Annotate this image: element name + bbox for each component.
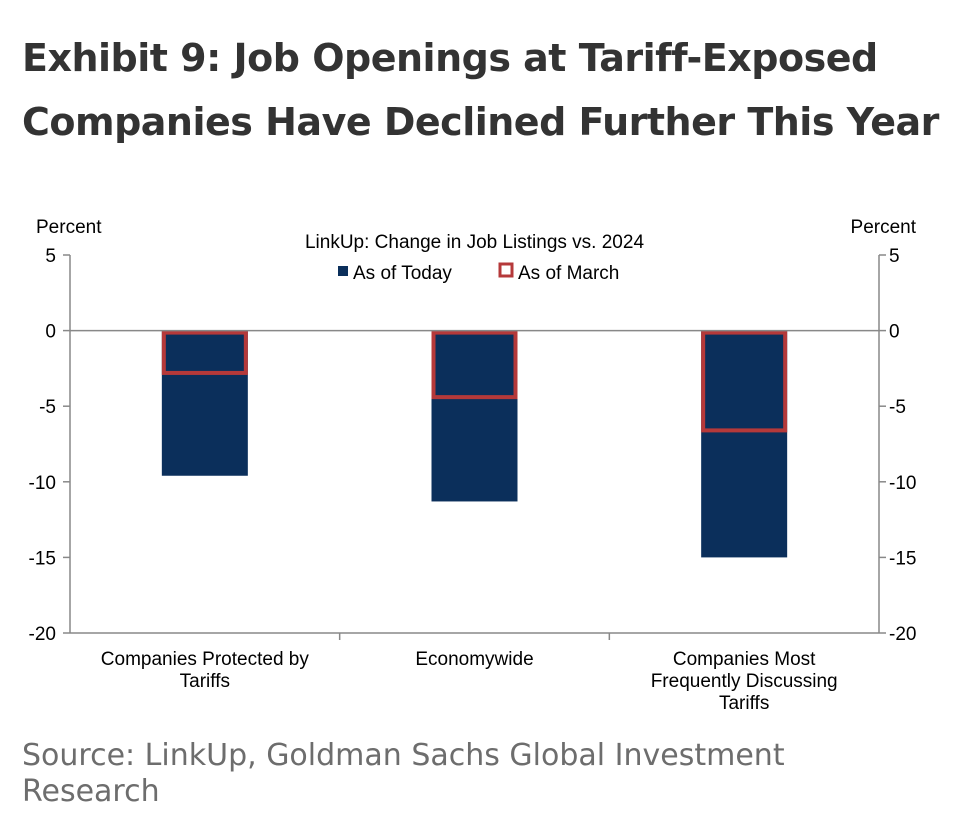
x-tick-label-line: Economywide <box>415 649 533 670</box>
legend-label-as-of-march: As of March <box>518 263 619 284</box>
y-tick-label-left: -10 <box>29 473 56 494</box>
x-tick-label: Economywide <box>415 649 533 670</box>
y-tick-label-left: -20 <box>29 624 56 645</box>
y-tick-label-right: -20 <box>889 624 916 645</box>
bar-as-of-march <box>701 330 788 433</box>
y-tick-label-right: -5 <box>889 397 906 418</box>
y-tick-label-right: 0 <box>889 322 900 343</box>
bar-as-of-today <box>431 330 518 502</box>
y-axis-label-right: Percent <box>851 217 917 238</box>
x-tick-label-line: Companies Most <box>673 649 816 670</box>
y-tick-label-left: -15 <box>29 548 56 569</box>
x-tick-label-line: Tariffs <box>180 671 230 692</box>
bar-as-of-today <box>161 330 248 476</box>
y-tick-label-left: -5 <box>39 397 56 418</box>
x-tick-label-line: Frequently Discussing <box>651 671 838 692</box>
headline-line-1: Exhibit 9: Job Openings at Tariff-Expose… <box>22 36 878 80</box>
x-tick-label-line: Companies Protected by <box>101 649 310 670</box>
headline-line-2: Companies Have Declined Further This Yea… <box>22 100 939 144</box>
y-tick-label-right: 5 <box>889 246 900 267</box>
y-tick-label-right: -15 <box>889 548 916 569</box>
legend-swatch-as-of-today <box>338 266 348 276</box>
y-tick-label-left: 5 <box>45 246 56 267</box>
bar-chart: LinkUp: Change in Job Listings vs. 2024 P… <box>29 217 917 714</box>
chart-title: LinkUp: Change in Job Listings vs. 2024 <box>305 232 644 253</box>
legend-label-as-of-today: As of Today <box>353 263 452 284</box>
bar-as-of-march <box>161 330 248 375</box>
x-tick-label: Companies Most Frequently Discussing Tarif… <box>651 649 838 714</box>
y-tick-label-left: 0 <box>45 322 56 343</box>
x-tick-label-line: Tariffs <box>719 693 769 714</box>
x-tick-label: Companies Protected by Tariffs <box>101 649 310 692</box>
bar-as-of-march <box>431 330 518 400</box>
bar-as-of-today <box>701 330 788 558</box>
legend-swatch-as-of-march <box>498 262 514 278</box>
y-axis-label-left: Percent <box>36 217 102 238</box>
chart-headline: Exhibit 9: Job Openings at Tariff-Expose… <box>22 26 942 154</box>
source-note: Source: LinkUp, Goldman Sachs Global Inv… <box>22 738 785 809</box>
y-tick-label-right: -10 <box>889 473 916 494</box>
